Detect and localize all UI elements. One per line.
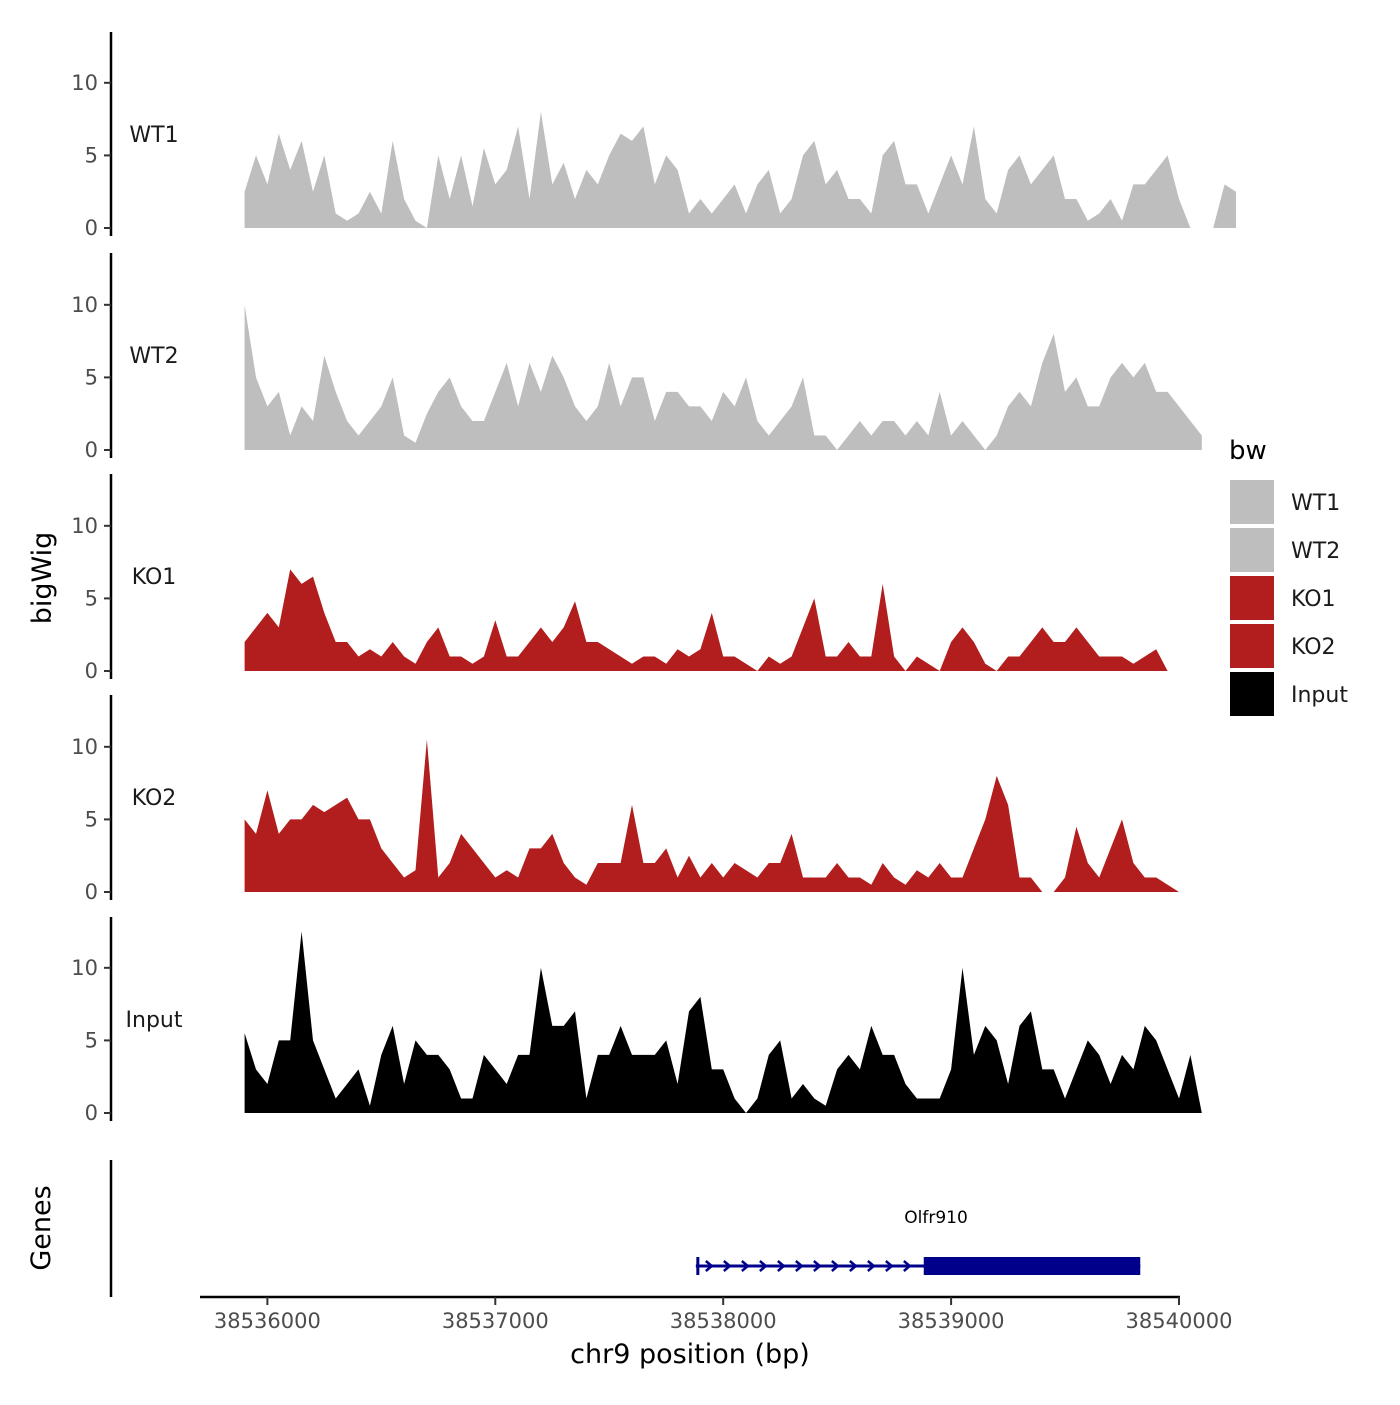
strand-arrow: [849, 1260, 858, 1272]
genes-panel: Genes Olfr910: [26, 1160, 1141, 1297]
x-tick-label: 38538000: [670, 1309, 777, 1333]
legend-key-ko1: [1230, 576, 1274, 620]
x-tick-label: 38536000: [214, 1309, 321, 1333]
coverage-tracks: 0 5 10 WT1 0 5 10 WT2 0 5 10 KO1 0 5 10 KO2 0 5 10 Input: [71, 32, 1237, 1125]
x-axis-title: chr9 position (bp): [570, 1339, 810, 1370]
legend-key-ko2: [1230, 624, 1274, 668]
legend-label-ko2: KO2: [1291, 635, 1336, 660]
track-ko2: 0 5 10 KO2: [71, 695, 1180, 904]
x-tick-label: 38540000: [1126, 1309, 1233, 1333]
track-input: 0 5 10 Input: [71, 917, 1202, 1125]
gene-track: Olfr910: [695, 1208, 1141, 1275]
y-tick-label: 10: [71, 71, 98, 95]
legend-title: bw: [1229, 436, 1267, 466]
strand-arrow: [885, 1260, 894, 1272]
coverage-area-input: [244, 931, 1202, 1113]
legend-label-wt1: WT1: [1291, 491, 1340, 516]
y-tick-label: 5: [85, 807, 98, 831]
legend-label-input: Input: [1291, 683, 1348, 708]
y-tick-label: 5: [85, 586, 98, 610]
strand-arrow: [723, 1260, 732, 1272]
track-label-input: Input: [126, 1008, 183, 1033]
track-ko1: 0 5 10 KO1: [71, 474, 1168, 683]
strand-arrow: [903, 1260, 912, 1272]
strand-arrow: [831, 1260, 840, 1272]
y-axis-title: bigWig: [27, 532, 58, 625]
y-tick-label: 10: [71, 293, 98, 317]
coverage-area-ko2: [244, 739, 1180, 892]
coverage-area-ko1: [244, 569, 1168, 671]
strand-arrow: [777, 1260, 786, 1272]
strand-arrow: [741, 1260, 750, 1272]
y-tick-label: 0: [85, 659, 98, 683]
strand-arrow: [813, 1260, 822, 1272]
y-tick-label: 0: [85, 880, 98, 904]
strand-arrow: [795, 1260, 804, 1272]
genes-axis-title: Genes: [26, 1185, 57, 1270]
x-tick-label: 38539000: [898, 1309, 1005, 1333]
track-label-wt2: WT2: [129, 344, 178, 369]
y-tick-label: 10: [71, 735, 98, 759]
legend-label-wt2: WT2: [1291, 539, 1340, 564]
y-tick-label: 5: [85, 365, 98, 389]
track-wt2: 0 5 10 WT2: [71, 253, 1202, 462]
coverage-area-wt1: [244, 111, 1237, 228]
legend: bw WT1 WT2 KO1 KO2 Input: [1229, 436, 1348, 716]
legend-label-ko1: KO1: [1291, 587, 1336, 612]
y-tick-label: 5: [85, 143, 98, 167]
legend-key-input: [1230, 672, 1274, 716]
track-label-ko2: KO2: [132, 786, 177, 811]
legend-key-wt1: [1230, 480, 1274, 524]
gene-name-label: Olfr910: [904, 1208, 968, 1228]
track-label-wt1: WT1: [129, 123, 178, 148]
legend-key-wt2: [1230, 528, 1274, 572]
track-label-ko1: KO1: [132, 565, 177, 590]
y-tick-label: 10: [71, 956, 98, 980]
track-wt1: 0 5 10 WT1: [71, 32, 1237, 240]
x-axis: 38536000 38537000 38538000 38539000 38540000: [200, 1295, 1233, 1333]
y-tick-label: 0: [85, 216, 98, 240]
y-tick-label: 5: [85, 1028, 98, 1052]
strand-arrow: [705, 1260, 714, 1272]
y-tick-label: 0: [85, 1101, 98, 1125]
strand-arrow: [759, 1260, 768, 1272]
y-tick-label: 0: [85, 438, 98, 462]
x-tick-label: 38537000: [442, 1309, 549, 1333]
gene-exon-block: [923, 1257, 1141, 1275]
coverage-area-wt2: [244, 304, 1202, 450]
y-tick-label: 10: [71, 514, 98, 538]
strand-arrow: [867, 1260, 876, 1272]
